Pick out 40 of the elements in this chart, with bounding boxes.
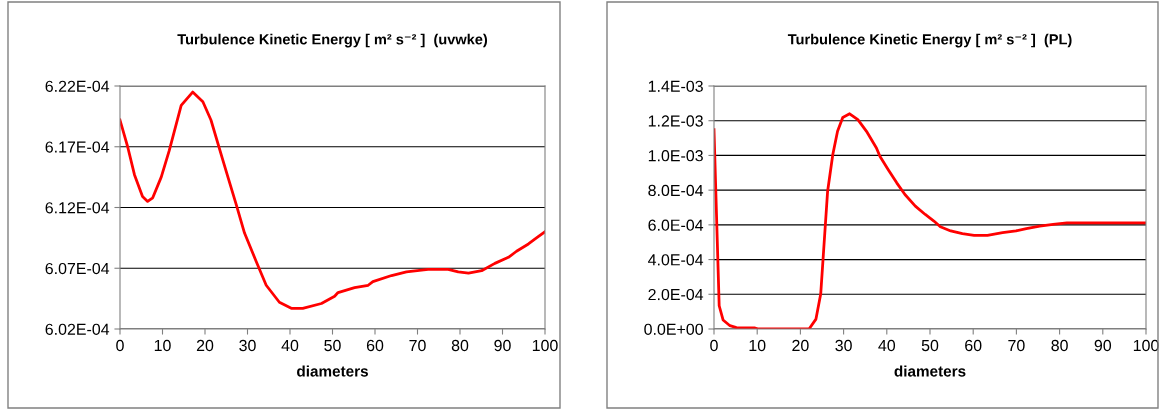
y-tick-label: 4.0E-04 [648, 254, 704, 266]
y-tick-label: 1.4E-03 [648, 80, 703, 92]
x-tick-label: 90 [494, 339, 511, 352]
y-tick-label: 6.22E-04 [45, 80, 110, 92]
x-tick-label: 90 [1094, 339, 1112, 352]
x-tick-label: 50 [324, 339, 341, 352]
x-tick-label: 30 [239, 339, 256, 352]
x-tick-label: 40 [878, 339, 896, 352]
x-tick-label: 80 [451, 339, 469, 352]
y-tick-label: 1.2E-03 [648, 115, 703, 127]
x-tick-label: 40 [281, 339, 299, 352]
x-tick-label: 20 [792, 339, 809, 352]
x-tick-label: 70 [409, 339, 426, 352]
chart-title: Turbulence Kinetic Energy [ m² s⁻² ] (uvwke) [177, 33, 488, 48]
y-tick-label: 2.0E-04 [648, 288, 704, 301]
x-tick-label: 10 [154, 339, 171, 352]
line-series [120, 90, 545, 310]
y-tick-label: 0.0E+00 [644, 323, 703, 335]
x-tick-label: 60 [965, 339, 982, 352]
x-tick-label: 0 [710, 339, 718, 352]
x-tick-label: 60 [366, 339, 384, 352]
y-tick-label: 6.0E-04 [648, 219, 704, 231]
x-tick-label: 100 [1133, 339, 1159, 352]
x-tick-label: 70 [1008, 339, 1025, 352]
y-tick-label: 6.12E-04 [45, 202, 110, 214]
x-tick-label: 50 [921, 339, 939, 352]
y-tick-label: 6.17E-04 [45, 141, 110, 153]
y-tick-label: 8.0E-04 [648, 184, 704, 197]
x-tick-label: 20 [196, 339, 214, 352]
x-tick-label: 30 [835, 339, 852, 352]
x-tick-label: 10 [749, 339, 766, 352]
x-axis-title: diameters [894, 365, 966, 377]
y-tick-label: 6.02E-04 [45, 323, 110, 335]
x-axis-title: diameters [297, 365, 368, 377]
chart-title: Turbulence Kinetic Energy [ m² s⁻² ] (PL) [787, 33, 1072, 48]
y-tick-label: 1.0E-03 [648, 150, 703, 162]
y-tick-label: 6.07E-04 [45, 262, 110, 275]
x-tick-label: 80 [1051, 339, 1068, 352]
x-tick-label: 100 [532, 339, 558, 352]
x-tick-label: 0 [116, 339, 124, 352]
